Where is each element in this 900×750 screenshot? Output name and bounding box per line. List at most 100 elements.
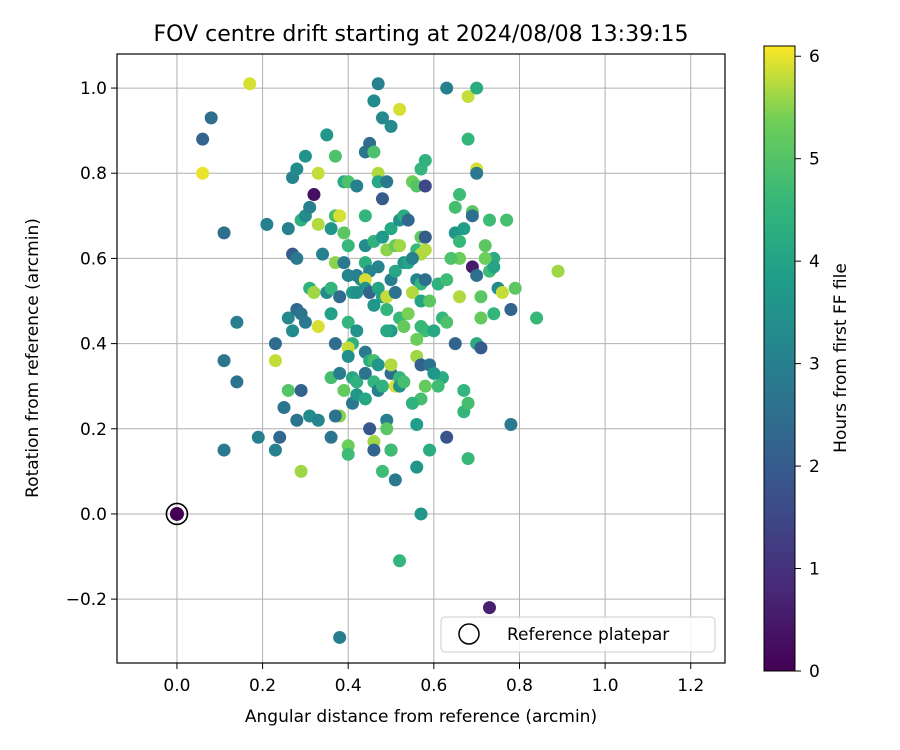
x-tick-label: 1.2 <box>677 676 704 696</box>
y-tick-label: 1.0 <box>80 79 107 99</box>
data-point <box>405 285 419 299</box>
data-point <box>530 311 544 325</box>
data-point <box>268 354 282 368</box>
data-point <box>350 324 364 338</box>
data-point <box>286 324 300 338</box>
data-point <box>380 303 394 317</box>
data-point <box>217 226 231 240</box>
data-point <box>230 315 244 329</box>
data-point <box>375 192 389 206</box>
y-tick-label: −0.2 <box>66 590 107 610</box>
y-tick-label: 0.8 <box>80 164 107 184</box>
y-tick-label: 0.4 <box>80 335 107 355</box>
data-point <box>367 145 381 159</box>
data-point <box>290 413 304 427</box>
data-point <box>333 209 347 223</box>
data-point <box>320 128 334 142</box>
data-point <box>311 320 325 334</box>
data-point <box>461 396 475 410</box>
data-point <box>268 443 282 457</box>
reference-ring <box>165 502 189 526</box>
x-tick-label: 1.0 <box>592 676 619 696</box>
data-point <box>418 179 432 193</box>
data-point <box>217 443 231 457</box>
x-axis-label: Angular distance from reference (arcmin) <box>245 707 597 727</box>
data-point <box>393 102 407 116</box>
data-point <box>418 243 432 257</box>
data-point <box>384 358 398 372</box>
data-point <box>333 630 347 644</box>
data-point <box>423 294 437 308</box>
data-point <box>500 213 514 227</box>
data-point <box>380 422 394 436</box>
data-point <box>405 396 419 410</box>
data-point <box>478 239 492 253</box>
x-tick-label: 0.0 <box>163 676 190 696</box>
data-point <box>371 358 385 372</box>
data-point <box>401 213 415 227</box>
data-point <box>303 200 317 214</box>
data-point <box>294 383 308 397</box>
data-point <box>474 311 488 325</box>
data-point <box>363 422 377 436</box>
data-point <box>470 268 484 282</box>
data-point <box>461 132 475 146</box>
data-point <box>290 162 304 176</box>
data-point <box>418 230 432 244</box>
data-point <box>324 430 338 444</box>
data-point <box>307 188 321 202</box>
data-point <box>487 260 501 274</box>
data-point <box>508 281 522 295</box>
data-point <box>350 179 364 193</box>
data-point <box>281 383 295 397</box>
data-point <box>401 307 415 321</box>
data-point <box>196 132 210 146</box>
data-point <box>337 226 351 240</box>
data-point <box>311 217 325 231</box>
data-point <box>551 264 565 278</box>
data-point <box>457 222 471 236</box>
colorbar-gradient <box>763 45 796 672</box>
y-tick-label: 0.2 <box>80 420 107 440</box>
data-point <box>341 239 355 253</box>
data-point <box>243 77 257 91</box>
data-point <box>448 200 462 214</box>
data-point <box>358 392 372 406</box>
data-point <box>298 315 312 329</box>
data-point <box>465 209 479 223</box>
data-point <box>311 166 325 180</box>
data-point <box>483 213 497 227</box>
data-point <box>324 222 338 236</box>
data-point <box>328 337 342 351</box>
data-point <box>217 354 231 368</box>
data-point <box>453 290 467 304</box>
data-point <box>388 285 402 299</box>
data-point <box>474 290 488 304</box>
colorbar-tick-label: 3 <box>809 355 820 375</box>
data-point <box>294 464 308 478</box>
data-point <box>427 366 441 380</box>
colorbar-tick-label: 6 <box>809 47 820 67</box>
data-point <box>388 264 402 278</box>
x-tick-label: 0.8 <box>506 676 533 696</box>
data-point <box>418 153 432 167</box>
data-point <box>196 166 210 180</box>
data-point <box>405 251 419 265</box>
x-tick-label: 0.2 <box>249 676 276 696</box>
data-point <box>410 332 424 346</box>
data-point <box>440 430 454 444</box>
data-point <box>375 111 389 125</box>
colorbar-tick-label: 0 <box>809 662 820 682</box>
colorbar-tick-label: 1 <box>809 560 820 580</box>
data-point <box>337 256 351 270</box>
data-point <box>341 447 355 461</box>
data-point <box>384 443 398 457</box>
data-point <box>453 234 467 248</box>
data-point <box>367 298 381 312</box>
data-point <box>483 601 497 615</box>
data-point <box>260 217 274 231</box>
data-point <box>375 379 389 393</box>
data-point <box>328 149 342 163</box>
reference-point <box>169 506 184 521</box>
data-point <box>311 413 325 427</box>
